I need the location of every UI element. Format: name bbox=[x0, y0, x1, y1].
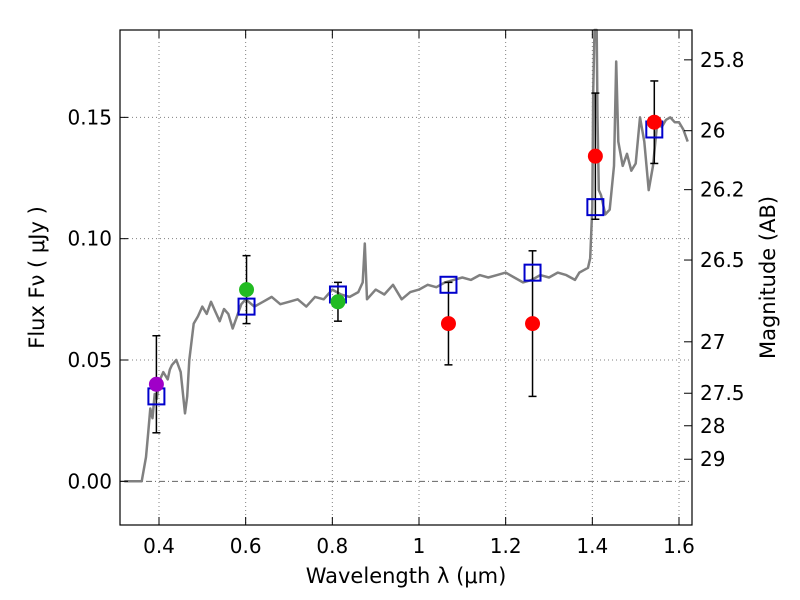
right-tick-label: 25.8 bbox=[700, 48, 745, 72]
right-axis-title: Magnitude (AB) bbox=[756, 196, 780, 359]
observed-point-red bbox=[440, 316, 456, 332]
x-tick-label: 0.8 bbox=[316, 534, 348, 558]
x-tick-label: 0.4 bbox=[143, 534, 175, 558]
y-tick-label: 0.15 bbox=[67, 105, 112, 129]
x-tick-label: 1.4 bbox=[576, 534, 608, 558]
observed-point-purple bbox=[148, 376, 164, 392]
y-tick-label: 0.00 bbox=[67, 469, 112, 493]
x-tick-label: 0.6 bbox=[230, 534, 262, 558]
observed-point-green bbox=[239, 282, 255, 298]
right-tick-label: 27.5 bbox=[700, 381, 745, 405]
x-axis-title: Wavelength λ (μm) bbox=[306, 564, 507, 588]
model-square bbox=[237, 297, 256, 316]
ticks-layer: 0.4 0.6 0.8 1 1.2 1.4 1.6 0.00 0.05 0.10 0.15 25.8 2… bbox=[67, 30, 745, 558]
observed-point-red bbox=[587, 148, 603, 164]
x-tick-label: 1.2 bbox=[490, 534, 522, 558]
observed-point-red bbox=[525, 316, 541, 332]
y-axis-title: Flux Fν ( μJy ) bbox=[25, 206, 49, 349]
grid-layer bbox=[120, 30, 692, 525]
plot-frame bbox=[119, 29, 693, 526]
observed-point-red bbox=[646, 114, 662, 130]
x-tick-label: 1 bbox=[413, 534, 426, 558]
y-tick-label: 0.10 bbox=[67, 227, 112, 251]
model-square bbox=[439, 275, 458, 294]
right-tick-label: 26.5 bbox=[700, 248, 745, 272]
sed-template-line bbox=[124, 28, 689, 483]
data-layer bbox=[124, 28, 689, 483]
y-tick-label: 0.05 bbox=[67, 348, 112, 372]
right-tick-label: 29 bbox=[700, 447, 725, 471]
right-tick-label: 26.2 bbox=[700, 178, 745, 202]
right-tick-label: 28 bbox=[700, 414, 725, 438]
observed-point-green bbox=[330, 294, 346, 310]
right-tick-label: 27 bbox=[700, 330, 725, 354]
model-square bbox=[586, 198, 605, 217]
x-tick-label: 1.6 bbox=[663, 534, 695, 558]
right-tick-label: 26 bbox=[700, 119, 725, 143]
model-square bbox=[523, 263, 542, 282]
